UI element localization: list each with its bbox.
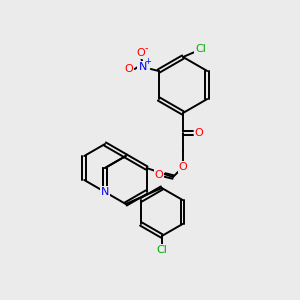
Text: O: O — [136, 48, 145, 58]
Text: -: - — [145, 43, 148, 53]
Text: O: O — [195, 128, 203, 138]
Text: Cl: Cl — [156, 245, 167, 255]
Text: Cl: Cl — [196, 44, 206, 54]
Text: N: N — [139, 62, 147, 72]
Text: +: + — [144, 58, 151, 67]
Text: O: O — [178, 162, 188, 172]
Text: O: O — [124, 64, 133, 74]
Text: O: O — [154, 170, 164, 180]
Text: N: N — [101, 187, 109, 197]
